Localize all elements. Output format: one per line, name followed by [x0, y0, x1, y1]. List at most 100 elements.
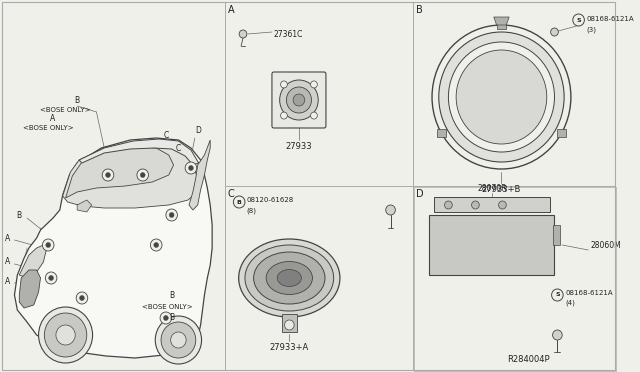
Circle shape [154, 243, 159, 247]
Circle shape [239, 30, 247, 38]
Circle shape [280, 112, 287, 119]
Text: (8): (8) [247, 207, 257, 214]
Text: D: D [415, 189, 423, 199]
Bar [434, 197, 550, 212]
Circle shape [156, 316, 202, 364]
Circle shape [42, 239, 54, 251]
Polygon shape [79, 139, 198, 165]
Circle shape [46, 243, 51, 247]
Text: 28060M: 28060M [590, 241, 621, 250]
Text: B: B [237, 199, 241, 205]
Circle shape [79, 295, 84, 301]
Text: A: A [228, 5, 234, 15]
Circle shape [38, 307, 93, 363]
Circle shape [439, 32, 564, 162]
Polygon shape [65, 147, 173, 198]
Text: R284004P: R284004P [507, 355, 550, 364]
Circle shape [160, 312, 172, 324]
Circle shape [432, 25, 571, 169]
Circle shape [49, 276, 54, 280]
Bar [282, 314, 297, 332]
Polygon shape [77, 200, 92, 212]
Circle shape [499, 201, 506, 209]
Text: B: B [169, 314, 174, 323]
Bar [552, 225, 560, 245]
Circle shape [189, 166, 193, 170]
Text: B: B [415, 5, 422, 15]
Polygon shape [493, 17, 509, 25]
Text: A: A [51, 113, 56, 122]
Text: 08168-6121A: 08168-6121A [586, 16, 634, 22]
Text: B: B [169, 291, 174, 299]
Text: C: C [163, 131, 168, 140]
Text: D: D [195, 125, 200, 135]
Circle shape [234, 196, 245, 208]
Circle shape [169, 212, 174, 218]
Ellipse shape [277, 269, 301, 286]
Text: <BOSE ONLY>: <BOSE ONLY> [40, 107, 91, 113]
Circle shape [573, 14, 584, 26]
Bar [497, 21, 506, 29]
Circle shape [45, 272, 57, 284]
Text: C: C [176, 144, 181, 153]
Circle shape [456, 50, 547, 144]
Text: A: A [5, 234, 10, 243]
Text: B: B [17, 211, 22, 219]
Circle shape [161, 322, 196, 358]
FancyBboxPatch shape [272, 72, 326, 128]
Text: B: B [75, 96, 80, 105]
Circle shape [293, 94, 305, 106]
Text: 27361C: 27361C [274, 30, 303, 39]
Circle shape [552, 289, 563, 301]
Circle shape [386, 205, 396, 215]
Bar [413, 187, 616, 371]
Circle shape [280, 81, 287, 88]
Circle shape [140, 173, 145, 177]
Text: 27933+B: 27933+B [482, 185, 521, 194]
Circle shape [287, 87, 312, 113]
Circle shape [445, 201, 452, 209]
Text: A: A [5, 278, 10, 286]
Ellipse shape [245, 245, 333, 311]
Text: <BOSE ONLY>: <BOSE ONLY> [23, 125, 74, 131]
Text: A: A [5, 257, 10, 266]
Circle shape [280, 80, 318, 120]
Circle shape [284, 320, 294, 330]
Circle shape [171, 332, 186, 348]
Circle shape [56, 325, 76, 345]
Circle shape [310, 81, 317, 88]
Polygon shape [19, 245, 46, 278]
Text: C: C [228, 189, 234, 199]
Circle shape [472, 201, 479, 209]
Bar [429, 215, 554, 275]
Ellipse shape [266, 262, 312, 295]
Text: 08168-6121A: 08168-6121A [565, 290, 612, 296]
Circle shape [150, 239, 162, 251]
Circle shape [449, 42, 554, 152]
Circle shape [166, 209, 177, 221]
Text: 28070R: 28070R [477, 184, 507, 193]
Bar [436, 129, 446, 137]
Text: S: S [555, 292, 560, 298]
Circle shape [185, 162, 196, 174]
Text: (4): (4) [565, 300, 575, 307]
Circle shape [76, 292, 88, 304]
Text: 27933+A: 27933+A [269, 343, 309, 352]
Text: 08120-61628: 08120-61628 [247, 197, 294, 203]
Circle shape [106, 173, 111, 177]
Circle shape [44, 313, 87, 357]
Circle shape [550, 28, 558, 36]
Circle shape [163, 315, 168, 321]
Text: 27933: 27933 [285, 142, 312, 151]
Circle shape [137, 169, 148, 181]
Circle shape [102, 169, 114, 181]
Text: S: S [576, 17, 581, 22]
Circle shape [310, 112, 317, 119]
Text: <BOSE ONLY>: <BOSE ONLY> [141, 304, 192, 310]
Ellipse shape [239, 239, 340, 317]
Polygon shape [63, 142, 198, 208]
Ellipse shape [253, 252, 325, 304]
Polygon shape [15, 138, 212, 358]
Circle shape [552, 330, 562, 340]
Polygon shape [19, 270, 40, 308]
